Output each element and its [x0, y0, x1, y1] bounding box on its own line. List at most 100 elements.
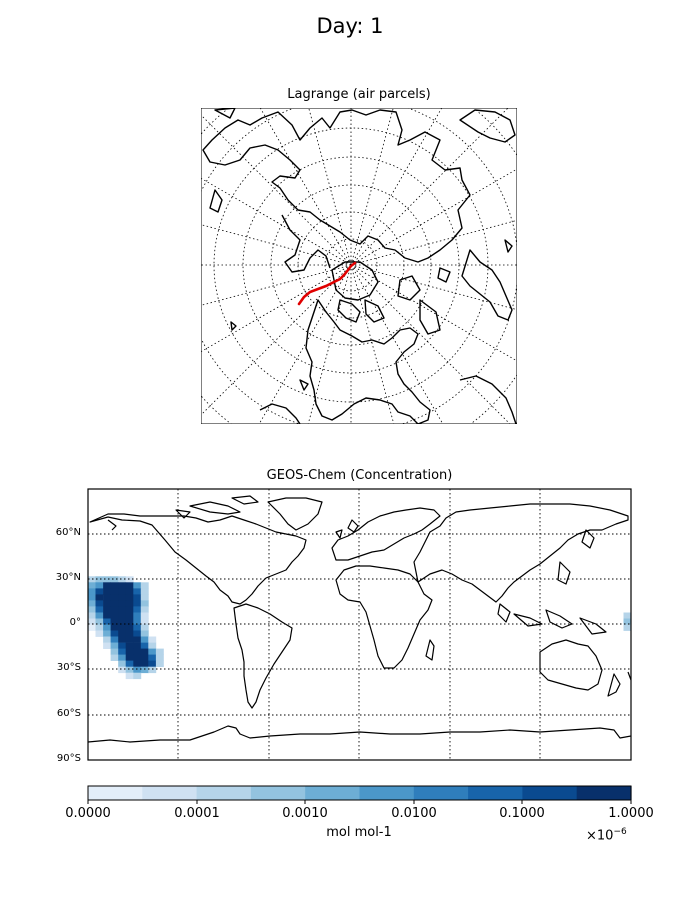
concentration-cell — [103, 594, 111, 601]
concentration-cell — [88, 576, 96, 583]
concentration-cell — [110, 648, 119, 655]
concentration-cell — [95, 624, 104, 631]
concentration-cell — [95, 630, 104, 637]
concentration-cell — [125, 600, 134, 607]
concentration-cell — [110, 600, 119, 607]
lat-lon-grid — [88, 489, 631, 760]
concentration-cell — [118, 606, 127, 613]
polar-graticule — [201, 108, 517, 424]
concentration-cell — [110, 588, 119, 595]
colorbar-tick-label: 0.0001 — [174, 806, 220, 821]
concentration-cell — [133, 600, 142, 607]
geoschem-title: GEOS-Chem (Concentration) — [266, 468, 453, 483]
concentration-cell — [148, 660, 157, 667]
concentration-cell — [125, 612, 134, 619]
concentration-cell — [110, 612, 119, 619]
concentration-cell — [148, 648, 157, 655]
concentration-cell — [95, 576, 104, 583]
concentration-cell — [103, 624, 111, 631]
concentration-cell — [118, 660, 127, 667]
concentration-cell — [140, 642, 149, 649]
concentration-cell — [118, 666, 127, 674]
concentration-cell — [623, 624, 631, 631]
colorbar-tick-label: 0.0010 — [282, 806, 328, 821]
concentration-cell — [103, 612, 111, 619]
concentration-cell — [88, 594, 96, 601]
concentration-cell — [110, 630, 119, 637]
concentration-cell — [110, 618, 119, 625]
air-parcel-trajectory — [297, 261, 357, 306]
concentration-cell — [140, 618, 149, 625]
concentration-cell — [125, 648, 134, 655]
lat-tick: 30°N — [55, 572, 81, 583]
concentration-cell — [140, 630, 149, 637]
colorbar-tick-label: 0.0100 — [391, 806, 437, 821]
concentration-cell — [155, 648, 164, 655]
concentration-cell — [140, 612, 149, 619]
concentration-cell — [118, 594, 127, 601]
concentration-cell — [110, 582, 119, 589]
concentration-cell — [133, 624, 142, 631]
concentration-cell — [118, 618, 127, 625]
colorbar — [87, 785, 632, 804]
concentration-cell — [103, 606, 111, 613]
colorbar-bin — [359, 786, 415, 800]
concentration-cell — [95, 588, 104, 595]
concentration-cell — [155, 660, 164, 667]
concentration-cell — [95, 594, 104, 601]
concentration-cell — [110, 642, 119, 649]
concentration-cell — [95, 612, 104, 619]
concentration-cell — [133, 642, 142, 649]
world-coastlines — [88, 495, 631, 743]
concentration-cell — [133, 582, 142, 589]
concentration-cell — [133, 588, 142, 595]
concentration-cell — [140, 648, 149, 655]
lat-tick: 60°N — [55, 527, 81, 538]
colorbar-bin — [522, 786, 578, 800]
colorbar-tick-label: 0.1000 — [499, 806, 545, 821]
concentration-cell — [148, 642, 157, 649]
concentration-cell — [88, 618, 96, 625]
concentration-cell — [103, 618, 111, 625]
colorbar-bin — [468, 786, 523, 800]
concentration-cell — [133, 594, 142, 601]
concentration-cell — [125, 618, 134, 625]
concentration-cell — [140, 600, 149, 607]
concentration-cell — [88, 612, 96, 619]
lat-tick: 90°S — [56, 753, 81, 764]
concentration-cell — [110, 606, 119, 613]
concentration-cell — [623, 618, 631, 625]
colorbar-label: mol mol-1 — [326, 825, 392, 840]
concentration-cell — [133, 648, 142, 655]
concentration-cell — [155, 654, 164, 661]
concentration-cell — [125, 624, 134, 631]
lat-tick: 60°S — [56, 708, 81, 719]
concentration-cell — [103, 600, 111, 607]
concentration-cell — [103, 636, 111, 643]
concentration-cell — [125, 636, 134, 643]
concentration-cell — [118, 600, 127, 607]
concentration-cell — [88, 624, 96, 631]
concentration-cell — [125, 606, 134, 613]
concentration-cell — [133, 672, 142, 680]
concentration-cell — [125, 654, 134, 661]
concentration-cell — [103, 630, 111, 637]
concentration-cell — [125, 594, 134, 601]
concentration-cell — [125, 660, 134, 667]
concentration-cell — [623, 612, 631, 619]
lat-tick: 0° — [69, 617, 81, 628]
concentration-cell — [140, 582, 149, 589]
concentration-cell — [103, 582, 111, 589]
colorbar-tick-label: 1.0000 — [608, 806, 654, 821]
concentration-cell — [110, 576, 119, 583]
concentration-cell — [140, 606, 149, 613]
concentration-cell — [95, 618, 104, 625]
concentration-cell — [95, 582, 104, 589]
concentration-cell — [118, 576, 127, 583]
concentration-cell — [125, 672, 134, 680]
concentration-cell — [95, 600, 104, 607]
concentration-cell — [103, 588, 111, 595]
concentration-cell — [118, 654, 127, 661]
concentration-cell — [125, 642, 134, 649]
